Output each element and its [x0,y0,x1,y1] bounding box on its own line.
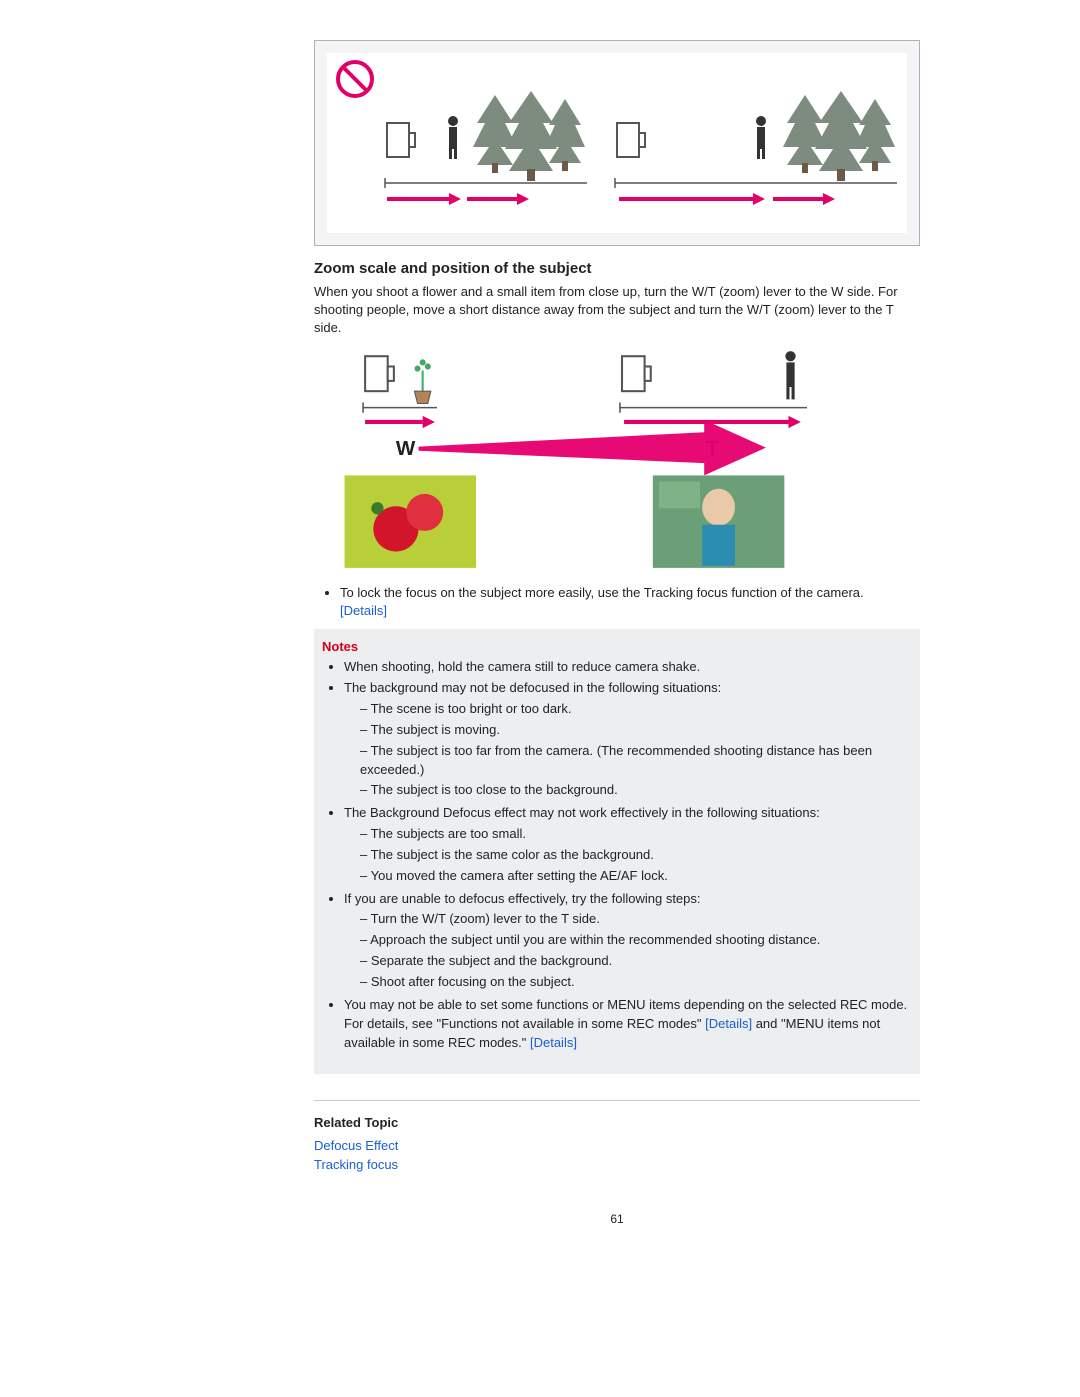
notes-title: Notes [322,639,910,654]
section-divider [314,1100,920,1101]
note-text: When shooting, hold the camera still to … [344,659,700,674]
distance-arrow-icon [365,415,435,427]
note-text: If you are unable to defocus effectively… [344,891,701,906]
tip-text: To lock the focus on the subject more ea… [340,585,864,600]
note-subitem: The subject is moving. [360,721,910,740]
note-subitem: Shoot after focusing on the subject. [360,973,910,992]
note-text: The Background Defocus effect may not wo… [344,805,820,820]
details-link[interactable]: [Details] [705,1016,752,1031]
related-title: Related Topic [314,1115,920,1130]
section-paragraph: When you shoot a flower and a small item… [314,283,920,338]
camera-icon [622,356,651,391]
note-subitem: Turn the W/T (zoom) lever to the T side. [360,910,910,929]
note-item: You may not be able to set some function… [344,996,910,1053]
diagram-distance-box [314,40,920,246]
note-item: The background may not be defocused in t… [344,679,910,800]
note-subitem: Approach the subject until you are withi… [360,931,910,950]
note-subitem: The subject is the same color as the bac… [360,846,910,865]
label-w: W [396,436,416,459]
person-icon [785,351,795,399]
note-subitem: The subject is too close to the backgrou… [360,781,910,800]
details-link[interactable]: [Details] [340,603,387,618]
page-number: 61 [314,1212,920,1226]
plant-icon [414,359,430,403]
related-links: Defocus Effect Tracking focus [314,1138,920,1172]
sample-thumb-flower [345,475,477,567]
sample-thumb-child [653,475,785,567]
note-subitem: The scene is too bright or too dark. [360,700,910,719]
note-item: When shooting, hold the camera still to … [344,658,910,677]
note-sublist: Turn the W/T (zoom) lever to the T side.… [344,910,910,991]
note-sublist: The scene is too bright or too dark. The… [344,700,910,800]
diagram-zoom-svg: W T [324,348,920,574]
note-subitem: The subjects are too small. [360,825,910,844]
notes-list: When shooting, hold the camera still to … [318,658,910,1052]
details-link[interactable]: [Details] [530,1035,577,1050]
tip-item: To lock the focus on the subject more ea… [340,584,920,622]
note-subitem: You moved the camera after setting the A… [360,867,910,886]
camera-icon [365,356,394,391]
note-text: The background may not be defocused in t… [344,680,721,695]
page-content: Zoom scale and position of the subject W… [0,0,1080,1266]
note-item: The Background Defocus effect may not wo… [344,804,910,885]
zoom-arrow-icon [419,419,766,474]
related-link[interactable]: Tracking focus [314,1157,920,1172]
note-subitem: Separate the subject and the background. [360,952,910,971]
note-sublist: The subjects are too small. The subject … [344,825,910,886]
note-subitem: The subject is too far from the camera. … [360,742,910,780]
notes-box: Notes When shooting, hold the camera sti… [314,629,920,1074]
diagram-zoom-box: W T [324,348,920,574]
tip-list: To lock the focus on the subject more ea… [314,584,920,622]
related-link[interactable]: Defocus Effect [314,1138,920,1153]
section-title: Zoom scale and position of the subject [314,260,920,277]
diagram-distance-svg [327,53,907,233]
note-item: If you are unable to defocus effectively… [344,890,910,992]
